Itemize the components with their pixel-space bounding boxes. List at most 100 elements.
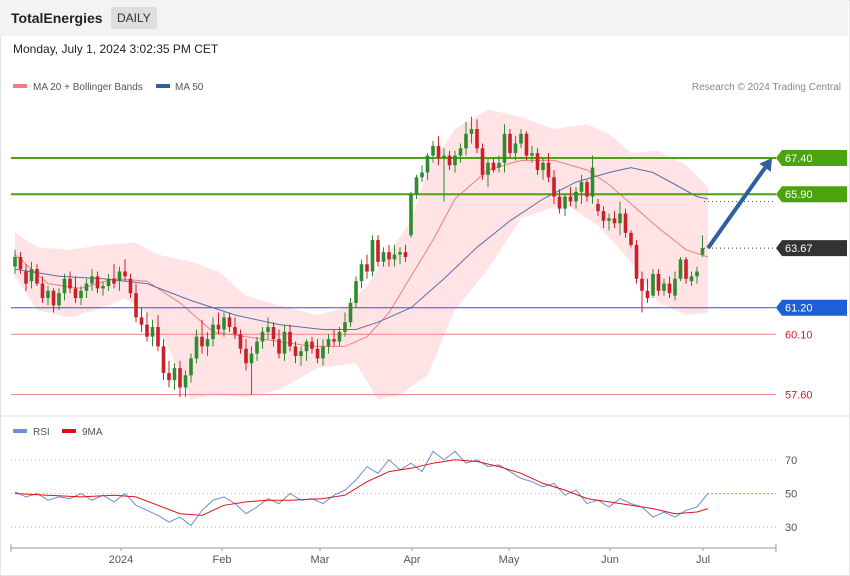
candle-body bbox=[68, 278, 72, 289]
candle-body bbox=[266, 327, 270, 332]
candle-body bbox=[673, 278, 677, 296]
candle-body bbox=[381, 252, 386, 262]
candle-body bbox=[524, 133, 529, 156]
x-tick-label: May bbox=[499, 554, 520, 566]
candle-body bbox=[200, 336, 204, 347]
x-tick-label: Feb bbox=[213, 554, 232, 566]
candle-body bbox=[326, 339, 331, 347]
candle-body bbox=[535, 153, 540, 171]
candle-body bbox=[403, 252, 408, 257]
candle-body bbox=[420, 172, 424, 178]
candle-body bbox=[178, 368, 182, 388]
candle-body bbox=[150, 327, 155, 337]
candle-body bbox=[29, 269, 34, 282]
candle-body bbox=[139, 317, 144, 325]
candle-body bbox=[35, 269, 39, 284]
rsi-tick-50: 50 bbox=[785, 489, 797, 501]
candle-body bbox=[425, 155, 430, 173]
candle-body bbox=[128, 278, 133, 294]
candle-body bbox=[684, 259, 688, 279]
candle-body bbox=[57, 293, 61, 306]
candle-body bbox=[590, 167, 595, 197]
x-tick-label: Jul bbox=[696, 554, 710, 566]
candle-body bbox=[40, 283, 45, 299]
candle-body bbox=[337, 331, 342, 342]
rsi-tick-70: 70 bbox=[785, 455, 797, 467]
candle-body bbox=[392, 254, 397, 260]
candle-body bbox=[62, 278, 67, 294]
x-tick-label: 2024 bbox=[109, 554, 133, 566]
level-label-65.90: 65.90 bbox=[785, 189, 813, 201]
price-pane: 67.40 65.90 63.67 61.20 60.10 57.60 bbox=[11, 109, 847, 402]
candle-body bbox=[343, 322, 347, 332]
candle-body bbox=[172, 368, 177, 381]
candle-body bbox=[541, 162, 545, 171]
level-label-60.10: 60.10 bbox=[785, 329, 813, 341]
x-tick-label: Mar bbox=[311, 554, 330, 566]
candle-body bbox=[596, 203, 600, 212]
candle-body bbox=[480, 148, 485, 175]
candle-body bbox=[299, 351, 303, 357]
candle-body bbox=[513, 143, 518, 154]
x-axis-ticks: 2024 Feb Mar Apr May Jun Jul bbox=[109, 548, 710, 566]
candle-body bbox=[689, 276, 694, 282]
ma50-legend-label: MA 50 bbox=[175, 82, 204, 93]
candle-body bbox=[167, 372, 171, 381]
rsi-pane: 70 50 30 bbox=[11, 450, 797, 534]
candle-body bbox=[18, 257, 23, 270]
candle-body bbox=[568, 196, 573, 202]
ma20-legend-label: MA 20 + Bollinger Bands bbox=[33, 82, 143, 93]
candle-body bbox=[233, 327, 237, 335]
candle-body bbox=[656, 273, 661, 291]
level-tag-61.20 bbox=[776, 299, 847, 316]
candle-body bbox=[365, 264, 369, 272]
candle-body bbox=[645, 290, 650, 299]
candle-body bbox=[95, 276, 100, 289]
candle-body bbox=[304, 341, 309, 352]
candle-body bbox=[508, 133, 512, 154]
candle-body bbox=[211, 324, 215, 340]
candle-body bbox=[354, 281, 358, 303]
candle-body bbox=[629, 232, 633, 245]
candle-body bbox=[442, 155, 446, 158]
candle-body bbox=[453, 155, 457, 166]
rsi-tick-30: 30 bbox=[785, 522, 797, 534]
candle-body bbox=[398, 252, 402, 255]
candle-body bbox=[651, 273, 655, 296]
candle-body bbox=[601, 211, 606, 221]
candle-body bbox=[255, 341, 259, 354]
candle-body bbox=[51, 290, 56, 306]
candle-body bbox=[321, 346, 325, 359]
candle-body bbox=[469, 128, 474, 134]
candle-body bbox=[431, 145, 435, 156]
candle-body bbox=[271, 327, 276, 340]
candle-body bbox=[497, 162, 501, 168]
level-label-63.67: 63.67 bbox=[785, 243, 813, 255]
candle-body bbox=[409, 194, 413, 236]
candle-body bbox=[101, 285, 105, 289]
level-label-61.20: 61.20 bbox=[785, 303, 813, 315]
candle-body bbox=[678, 259, 683, 279]
level-tag-63.67 bbox=[776, 240, 847, 257]
rsi-legend-swatch bbox=[13, 429, 27, 433]
candle-body bbox=[700, 248, 705, 255]
ma50-line bbox=[14, 167, 709, 330]
candle-body bbox=[475, 128, 479, 149]
candle-body bbox=[216, 324, 221, 330]
instrument-title: TotalEnergies bbox=[11, 10, 103, 26]
candle-body bbox=[486, 162, 490, 175]
ma20-line bbox=[14, 159, 709, 347]
ma20-legend-swatch bbox=[13, 84, 27, 88]
rsi-ma-line bbox=[14, 459, 709, 516]
candle-body bbox=[310, 341, 314, 349]
candle-body bbox=[634, 244, 639, 279]
rsi-legend-label: RSI bbox=[33, 427, 50, 438]
candle-body bbox=[464, 133, 468, 149]
header-bar: TotalEnergies DAILY bbox=[0, 0, 848, 36]
candle-body bbox=[205, 339, 210, 347]
candle-body bbox=[662, 283, 666, 291]
candle-body bbox=[387, 252, 391, 260]
timeframe-badge[interactable]: DAILY bbox=[111, 7, 157, 29]
candle-body bbox=[145, 324, 149, 337]
candle-body bbox=[156, 327, 160, 347]
